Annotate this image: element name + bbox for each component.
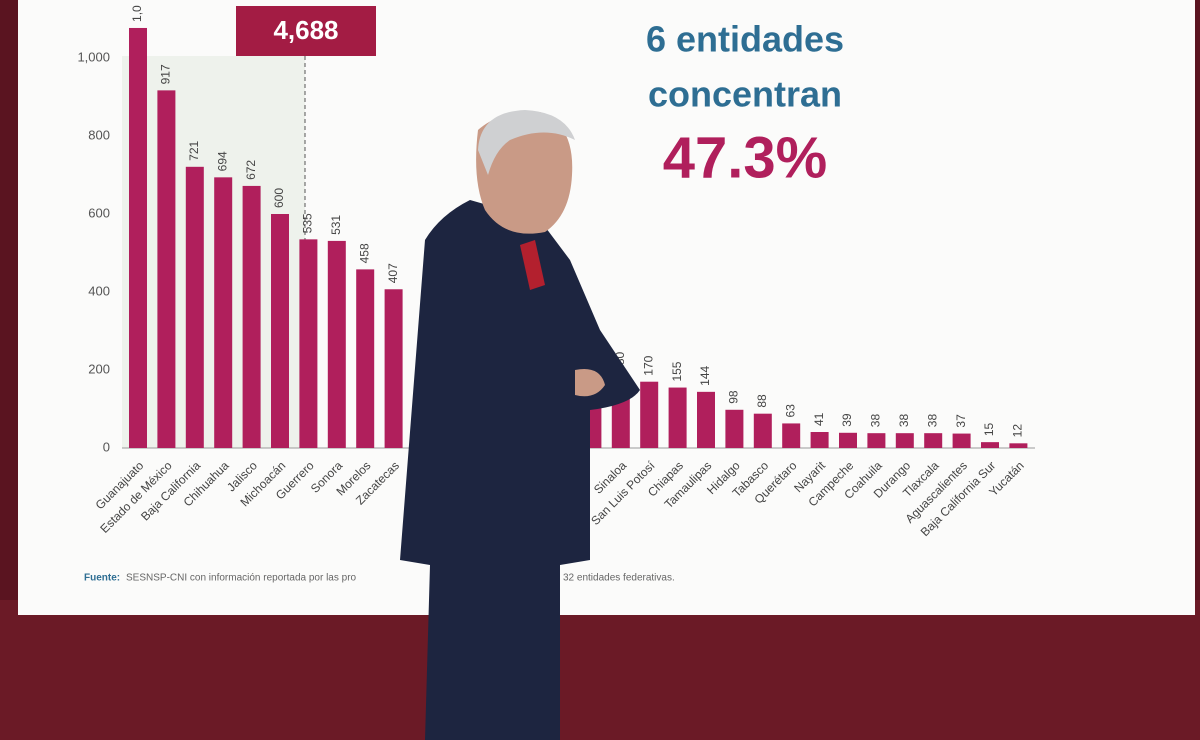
value-label: 98 [727,390,741,404]
bar [725,409,744,448]
bar [129,27,147,448]
bar [157,90,176,449]
bar [924,433,943,448]
value-label: 458 [357,243,371,263]
source: 32 entidades federativas. [563,573,675,584]
bar [839,432,857,448]
bar [867,433,886,448]
value-label: 15 [982,422,996,436]
y-tick-label: 200 [88,361,110,376]
value-label: 37 [954,414,968,428]
bar [697,391,715,448]
value-label: 39 [840,413,854,427]
value-label: 1,0 [130,5,144,22]
bar [753,413,772,448]
value-label: 407 [386,263,400,283]
value-label: 672 [244,160,258,180]
bar [668,387,687,448]
y-tick-label: 600 [88,205,110,220]
presenter-hand [575,369,605,397]
bar [810,432,829,448]
bar [299,239,318,448]
bar [782,423,801,448]
value-label: 88 [755,394,769,408]
source: SESNSP-CNI con información reportada por… [126,573,357,584]
total: 4,688 [273,15,338,45]
value-label: 41 [812,412,826,426]
presenter-hair [478,110,575,175]
bar [981,442,999,448]
value-label: 12 [1011,424,1025,438]
headline: 6 entidades [646,19,844,60]
source-label: Fuente: [84,573,120,584]
bar [356,269,375,448]
bar [214,177,233,448]
bar [185,166,204,448]
total-box [236,6,376,56]
value-label: 38 [869,414,883,428]
bar [895,433,914,448]
presenter-body [400,200,640,740]
value-label: 721 [187,140,201,160]
bar [242,185,261,449]
bar [640,381,659,448]
bar [271,214,289,448]
value-label: 600 [272,188,286,208]
y-tick-label: 400 [88,283,110,298]
value-label: 694 [215,151,229,171]
headline-figure: 47.3% [663,125,827,190]
bar [952,433,971,448]
value-label: 917 [159,64,173,84]
value-label: 144 [698,365,712,385]
value-label: 63 [783,404,797,418]
value-label: 155 [670,361,684,381]
bar [384,289,403,448]
value-label: 535 [301,213,315,233]
bar [327,240,346,448]
stage [0,600,1200,740]
presenter-tie [520,240,545,290]
value-label: 38 [897,414,911,428]
headline: concentran [648,74,842,115]
value-label: 531 [329,215,343,235]
y-tick-label: 800 [88,127,110,142]
y-tick-label: 1,000 [77,49,110,64]
value-label: 38 [925,414,939,428]
value-label: 170 [641,355,655,375]
y-tick-label: 0 [103,439,110,454]
bar [1009,443,1028,448]
